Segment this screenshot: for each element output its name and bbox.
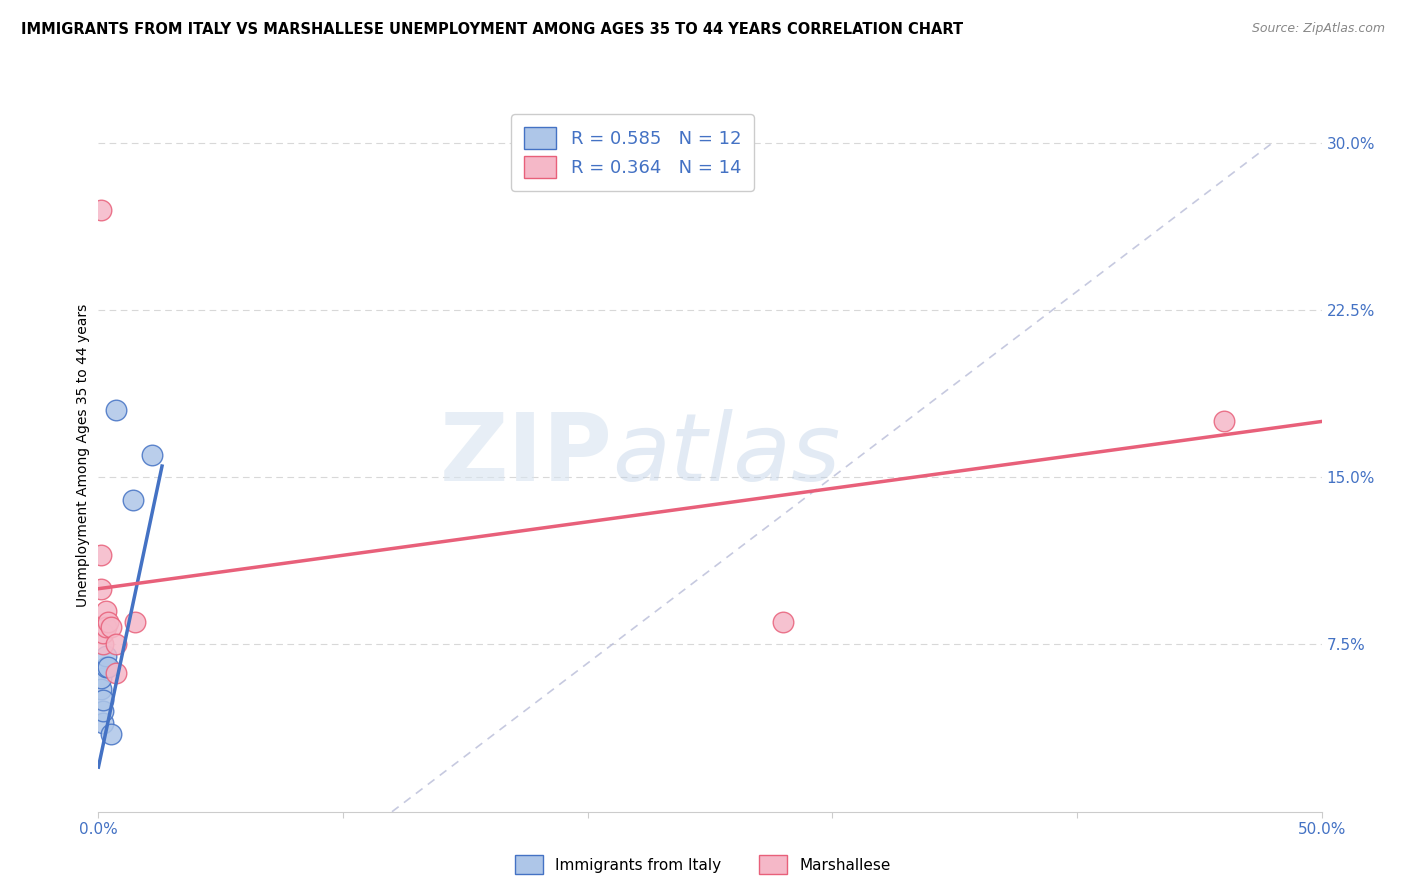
Text: atlas: atlas bbox=[612, 409, 841, 500]
Point bbox=[104, 403, 127, 417]
Point bbox=[100, 726, 122, 740]
Point bbox=[91, 705, 114, 719]
Point bbox=[94, 604, 117, 618]
Point bbox=[124, 615, 146, 630]
Point bbox=[91, 626, 114, 640]
Point bbox=[94, 660, 117, 674]
Point bbox=[772, 615, 794, 630]
Point bbox=[91, 715, 114, 730]
Y-axis label: Unemployment Among Ages 35 to 44 years: Unemployment Among Ages 35 to 44 years bbox=[76, 303, 90, 607]
Point bbox=[141, 448, 163, 462]
Point bbox=[90, 681, 112, 696]
Point bbox=[104, 666, 127, 681]
Point bbox=[91, 637, 114, 651]
Point bbox=[94, 619, 117, 633]
Point bbox=[97, 615, 120, 630]
Point bbox=[94, 648, 117, 663]
Point bbox=[104, 637, 127, 651]
Point bbox=[90, 202, 112, 217]
Point bbox=[90, 582, 112, 596]
Point bbox=[90, 671, 112, 685]
Text: Source: ZipAtlas.com: Source: ZipAtlas.com bbox=[1251, 22, 1385, 36]
Point bbox=[100, 619, 122, 633]
Legend: Immigrants from Italy, Marshallese: Immigrants from Italy, Marshallese bbox=[509, 849, 897, 880]
Point bbox=[97, 660, 120, 674]
Text: ZIP: ZIP bbox=[439, 409, 612, 501]
Legend: R = 0.585   N = 12, R = 0.364   N = 14: R = 0.585 N = 12, R = 0.364 N = 14 bbox=[512, 114, 754, 191]
Point bbox=[91, 693, 114, 707]
Text: IMMIGRANTS FROM ITALY VS MARSHALLESE UNEMPLOYMENT AMONG AGES 35 TO 44 YEARS CORR: IMMIGRANTS FROM ITALY VS MARSHALLESE UNE… bbox=[21, 22, 963, 37]
Point bbox=[121, 492, 143, 507]
Point bbox=[90, 548, 112, 563]
Point bbox=[1212, 414, 1234, 429]
